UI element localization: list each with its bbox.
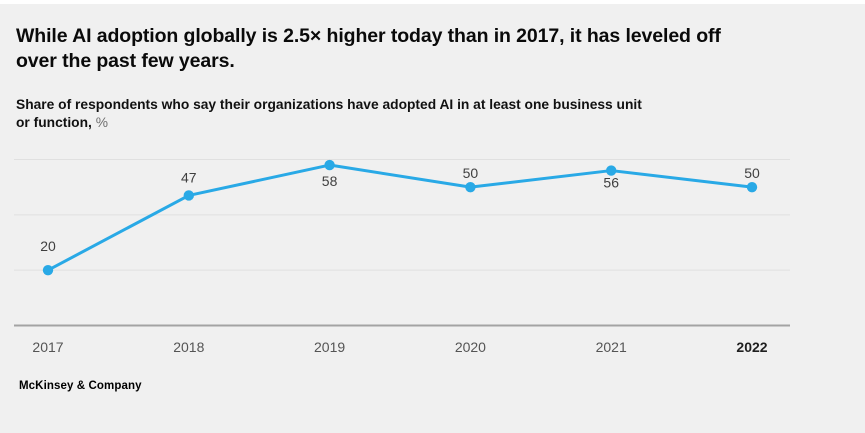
data-point-2022 — [746, 181, 758, 193]
data-point-2018 — [183, 190, 194, 201]
data-point-2019 — [324, 159, 335, 171]
x-tick-2017: 2017 — [32, 339, 63, 355]
value-label-2018: 47 — [181, 169, 197, 185]
value-label-2020: 50 — [463, 165, 479, 181]
x-tick-2020: 2020 — [455, 339, 486, 355]
value-label-2021: 56 — [603, 175, 619, 191]
data-point-2020 — [465, 181, 476, 193]
chart-headline-line-1: While AI adoption globally is 2.5× highe… — [16, 25, 721, 47]
x-tick-2019: 2019 — [314, 339, 345, 355]
trend-line — [46, 163, 754, 272]
chart-subtitle-line-2-text: or function, — [16, 115, 92, 130]
chart-headline-line-2: over the past few years. — [16, 50, 235, 72]
chart-headline: While AI adoption globally is 2.5× highe… — [16, 24, 806, 74]
top-border-strip — [0, 0, 865, 4]
x-tick-2021: 2021 — [596, 339, 627, 355]
value-label-2019: 58 — [322, 173, 338, 189]
data-point-2021 — [606, 165, 617, 176]
value-label-2022: 50 — [744, 165, 760, 181]
chart-unit-label: % — [95, 115, 108, 130]
chart-subtitle-line-1: Share of respondents who say their organ… — [16, 97, 642, 112]
x-tick-2022: 2022 — [736, 339, 767, 355]
chart-subtitle: Share of respondents who say their organ… — [16, 96, 796, 132]
value-label-2017: 20 — [40, 238, 56, 254]
ai-adoption-line-chart: 20 2017 47 2018 58 2019 50 2020 56 2021 50 2022 — [14, 159, 790, 355]
data-point-2017 — [42, 264, 54, 276]
x-tick-2018: 2018 — [173, 339, 204, 355]
mckinsey-wordmark: McKinsey & Company — [19, 380, 142, 392]
chart-subtitle-line-2: or function, % — [16, 114, 796, 132]
